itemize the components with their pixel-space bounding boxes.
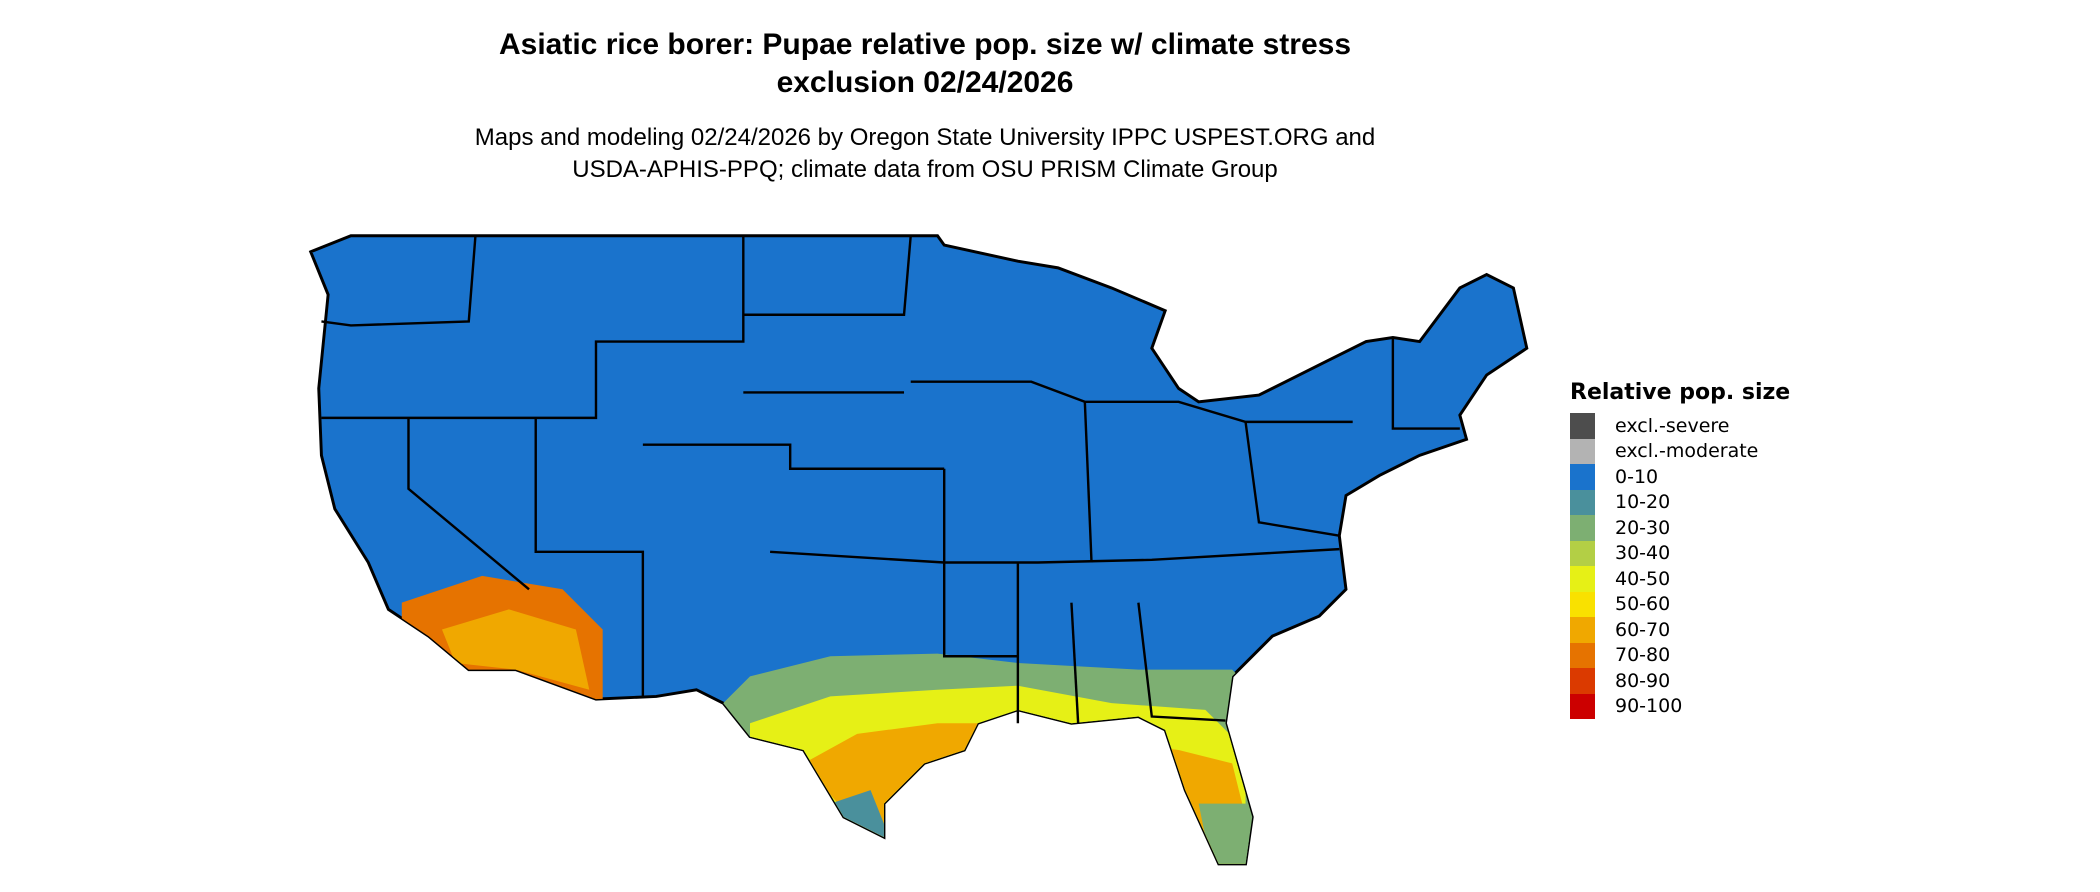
- legend-item: 70-80: [1570, 642, 1790, 668]
- legend-item: 50-60: [1570, 591, 1790, 617]
- zone-desert-60-70: [441, 609, 590, 690]
- legend-item: 90-100: [1570, 693, 1790, 719]
- legend-label: excl.-moderate: [1615, 440, 1759, 463]
- subtitle-line-2: USDA-APHIS-PPQ; climate data from OSU PR…: [572, 156, 1278, 183]
- legend-item: 60-70: [1570, 617, 1790, 643]
- legend-label: excl.-severe: [1615, 414, 1730, 437]
- legend-swatch: [1570, 464, 1595, 490]
- legend-title: Relative pop. size: [1570, 380, 1791, 405]
- legend-swatch: [1570, 642, 1595, 668]
- legend-label: 20-30: [1615, 516, 1671, 539]
- legend-item: excl.-severe: [1570, 413, 1790, 439]
- map-title: Asiatic rice borer: Pupae relative pop. …: [0, 26, 1850, 102]
- legend-items: excl.-severe excl.-moderate 0-10 10-20 20-30…: [1570, 413, 1790, 719]
- legend-swatch: [1570, 591, 1595, 617]
- legend-swatch: [1570, 438, 1595, 464]
- legend-swatch: [1570, 693, 1595, 719]
- legend-item: 40-50: [1570, 566, 1790, 592]
- zone-20-30-fl: [1198, 803, 1253, 864]
- title-line-2: exclusion 02/24/2026: [776, 66, 1074, 99]
- state-borders: [321, 235, 1460, 724]
- legend-label: 90-100: [1615, 695, 1683, 718]
- legend-label: 80-90: [1615, 669, 1671, 692]
- legend-item: 20-30: [1570, 515, 1790, 541]
- legend-label: 60-70: [1615, 618, 1671, 641]
- legend-label: 70-80: [1615, 644, 1671, 667]
- legend-label: 50-60: [1615, 593, 1671, 616]
- legend-swatch: [1570, 566, 1595, 592]
- legend-item: 80-90: [1570, 668, 1790, 694]
- legend-swatch: [1570, 413, 1595, 439]
- legend-item: excl.-moderate: [1570, 438, 1790, 464]
- legend-label: 40-50: [1615, 567, 1671, 590]
- legend-label: 10-20: [1615, 491, 1671, 514]
- legend-label: 0-10: [1615, 465, 1659, 488]
- map-subtitle: Maps and modeling 02/24/2026 by Oregon S…: [0, 122, 1850, 186]
- legend-swatch: [1570, 617, 1595, 643]
- legend-swatch: [1570, 489, 1595, 515]
- legend-swatch: [1570, 515, 1595, 541]
- legend: Relative pop. size excl.-severe excl.-mod…: [1570, 380, 1790, 719]
- legend-label: 30-40: [1615, 542, 1671, 565]
- legend-item: 0-10: [1570, 464, 1790, 490]
- legend-item: 30-40: [1570, 540, 1790, 566]
- legend-item: 10-20: [1570, 489, 1790, 515]
- subtitle-line-1: Maps and modeling 02/24/2026 by Oregon S…: [474, 124, 1376, 151]
- legend-swatch: [1570, 540, 1595, 566]
- us-outline: [308, 234, 1529, 866]
- legend-swatch: [1570, 668, 1595, 694]
- title-line-1: Asiatic rice borer: Pupae relative pop. …: [498, 28, 1352, 61]
